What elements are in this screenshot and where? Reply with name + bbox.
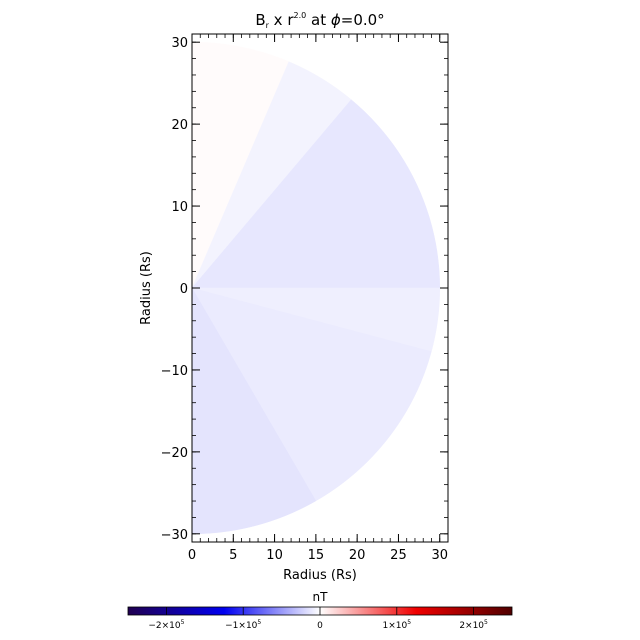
x-tick-label: 15 bbox=[308, 548, 325, 563]
x-tick-label: 25 bbox=[390, 548, 407, 563]
heatmap-sector bbox=[192, 99, 440, 289]
x-tick-label: 5 bbox=[229, 548, 237, 563]
y-tick-label: 20 bbox=[171, 118, 188, 133]
x-tick-label: 20 bbox=[349, 548, 366, 563]
y-axis-label: Radius (Rs) bbox=[139, 251, 154, 325]
chart-title: Br x r2.0 at ϕ=0.0° bbox=[255, 11, 384, 30]
x-axis-label: Radius (Rs) bbox=[283, 568, 357, 583]
y-tick-label: −10 bbox=[161, 364, 188, 379]
y-axis-minor-ticks bbox=[192, 41, 448, 535]
x-tick-label: 0 bbox=[188, 548, 196, 563]
x-axis-minor-ticks bbox=[191, 34, 449, 542]
y-tick-label: 30 bbox=[171, 36, 188, 51]
heatmap-sector bbox=[192, 287, 317, 535]
y-tick-label: 0 bbox=[180, 282, 188, 297]
colorbar-label: nT bbox=[313, 590, 329, 604]
x-tick-label: 10 bbox=[266, 548, 283, 563]
plot-area bbox=[192, 41, 440, 535]
heatmap-sector bbox=[192, 61, 352, 289]
heatmap-sector bbox=[192, 287, 432, 502]
colorbar-tick-label: 0 bbox=[317, 621, 323, 631]
heatmap-layer bbox=[192, 41, 440, 535]
y-tick-label: −20 bbox=[161, 446, 188, 461]
colorbar-tick-label: 1×105 bbox=[383, 619, 412, 631]
x-axis-ticks: 0 5 10 15 20 25 30 bbox=[188, 34, 448, 563]
colorbar-tick-label: 2×105 bbox=[459, 619, 488, 631]
heatmap-sector bbox=[192, 41, 290, 289]
colorbar-ticks: −2×105 −1×105 0 1×105 2×105 bbox=[148, 607, 488, 631]
x-tick-label: 30 bbox=[431, 548, 448, 563]
colorbar-tick-label: −1×105 bbox=[225, 619, 261, 631]
y-tick-label: 10 bbox=[171, 200, 188, 215]
heatmap-sector bbox=[192, 287, 440, 352]
colorbar-tick-label: −2×105 bbox=[148, 619, 184, 631]
y-axis-ticks: 30 20 10 0 −10 −20 −30 bbox=[161, 36, 448, 543]
y-tick-label: −30 bbox=[161, 528, 188, 543]
